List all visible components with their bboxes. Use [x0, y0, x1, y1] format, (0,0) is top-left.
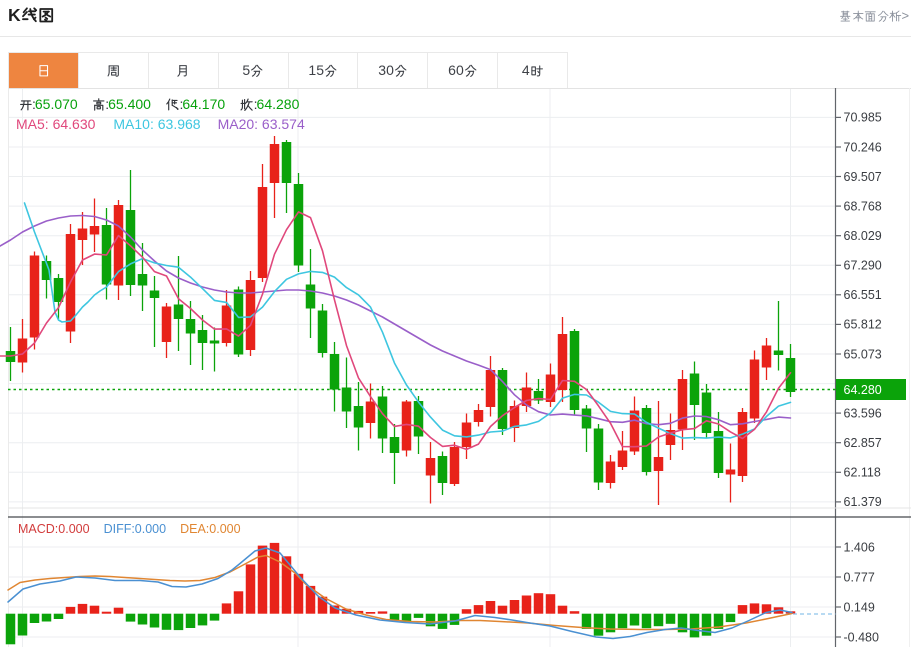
- svg-text:70.246: 70.246: [844, 140, 882, 154]
- svg-text:66.551: 66.551: [844, 288, 882, 302]
- svg-text:-0.480: -0.480: [844, 630, 879, 644]
- svg-text:68.768: 68.768: [844, 199, 882, 213]
- svg-text:63.596: 63.596: [844, 406, 882, 420]
- svg-text:0.149: 0.149: [844, 600, 875, 614]
- svg-text:67.290: 67.290: [844, 259, 882, 273]
- svg-text:65.073: 65.073: [844, 347, 882, 361]
- svg-text:69.507: 69.507: [844, 170, 882, 184]
- svg-text:68.029: 68.029: [844, 229, 882, 243]
- svg-text:61.379: 61.379: [844, 495, 882, 509]
- svg-text:70.985: 70.985: [844, 111, 882, 125]
- svg-text:64.280: 64.280: [844, 383, 882, 397]
- svg-text:1.406: 1.406: [844, 540, 875, 554]
- svg-text:62.118: 62.118: [844, 466, 881, 480]
- svg-text:62.857: 62.857: [844, 436, 882, 450]
- svg-text:0.777: 0.777: [844, 570, 875, 584]
- svg-text:65.812: 65.812: [844, 318, 882, 332]
